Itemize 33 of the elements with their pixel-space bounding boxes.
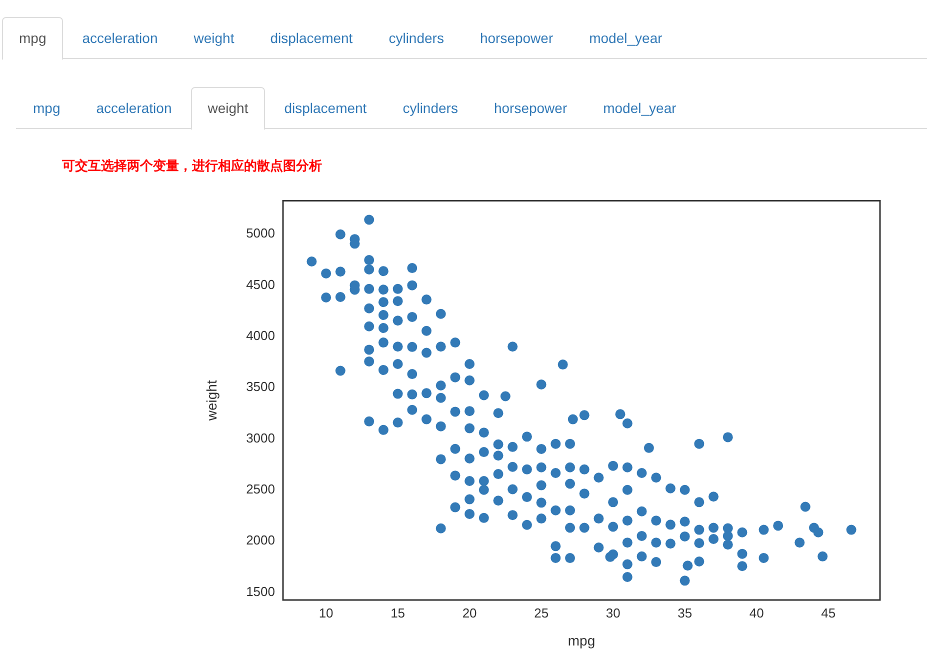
text: cylinders [388,29,445,48]
text: model_year [602,99,678,118]
text: cylinders [402,99,459,118]
chart-title: 可交互选择两个变量，进行相应的散点图分析 [62,158,322,175]
text: acceleration [81,29,159,48]
x-tick-label: 30 [606,605,620,620]
y-tick-label: 3000 [246,430,275,446]
y-tick-label: 4500 [246,276,275,292]
text: acceleration [95,99,173,118]
text: mpg [2,17,64,60]
text: displacement [269,29,354,48]
y-tick-label: 1500 [246,584,275,599]
x-tick-label: 15 [390,605,406,620]
x-tick-label: 35 [678,605,692,620]
x-tick-label: 25 [534,605,549,620]
text: model_year [588,29,664,48]
y-tick-label: 5000 [246,226,275,241]
x-axis-title: mpg [568,632,596,648]
text: horsepower [478,29,554,48]
x-tick-label: 45 [821,605,836,620]
text: displacement [283,99,368,118]
y-tick-label: 2500 [246,481,275,496]
text: weight [192,29,236,48]
y-tick-label: 2000 [246,532,275,548]
text: weight [190,87,266,130]
x-tick-label: 20 [462,605,477,620]
text: horsepower [492,99,568,118]
x-tick-label: 10 [318,605,334,620]
text: mpg [32,99,62,118]
x-tick-label: 40 [749,605,764,620]
y-tick-label: 4000 [246,328,275,343]
y-tick-label: 3500 [246,379,275,394]
y-axis-title: weight [203,380,220,422]
